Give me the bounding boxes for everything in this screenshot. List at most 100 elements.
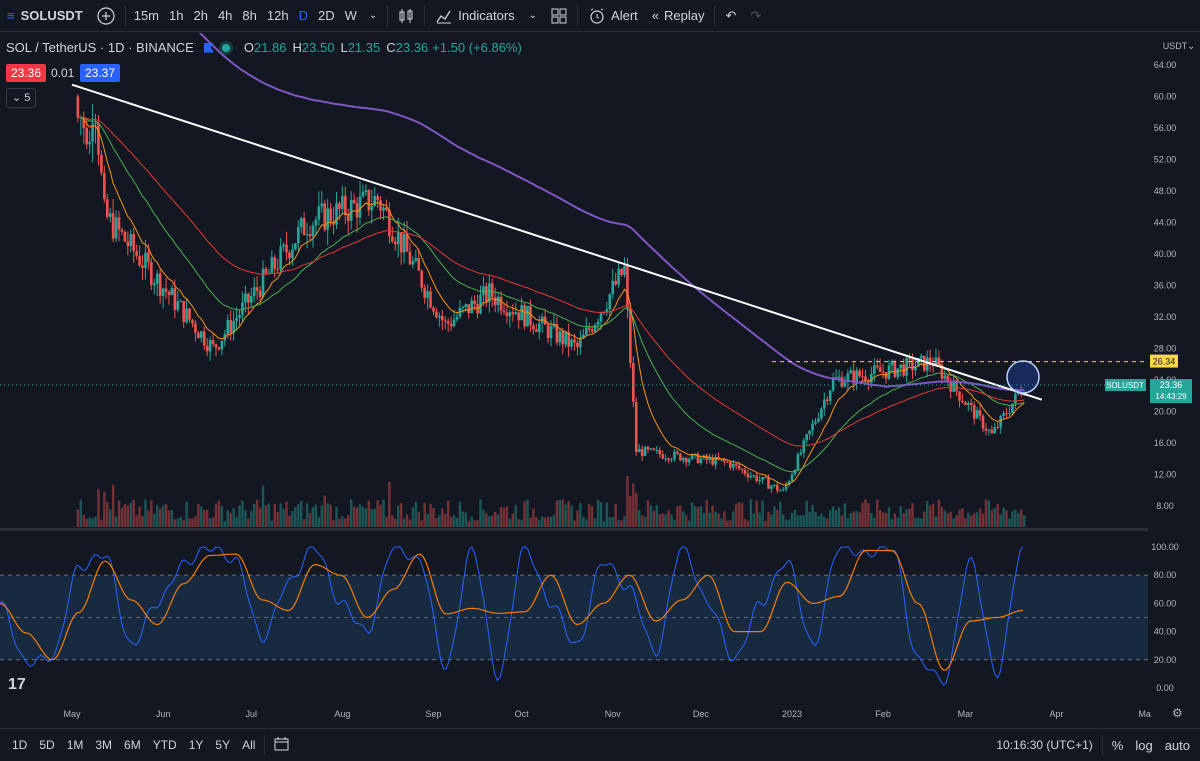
price-tick-label: 16.00 [1154,438,1177,448]
candle-body [605,309,609,312]
volume-bar [200,506,203,527]
stoch-tick-label: 0.00 [1156,683,1174,693]
candle-body [429,291,432,308]
volume-bar [555,500,559,527]
price-chart[interactable]: USDT ⌄64.0060.0056.0052.0048.0044.0040.00… [0,33,1200,728]
redo-button[interactable]: ↷ [743,0,768,32]
volume-bar [693,505,697,527]
sell-price-box[interactable]: 23.36 [6,64,47,82]
replay-button[interactable]: « Replay [645,0,712,32]
range-3m[interactable]: 3M [95,738,113,752]
candle-body [767,478,770,489]
volume-bar [964,518,967,527]
volume-bar [414,501,418,527]
log-toggle[interactable]: log [1135,737,1153,753]
tradingview-logo[interactable]: 17 [8,676,26,693]
candle-body [881,371,885,373]
volume-bar [837,507,841,527]
ema-long-line [198,33,1025,392]
interval-2d[interactable]: 2D [317,8,335,23]
candle-body [864,376,867,381]
volume-bar [729,520,732,527]
candle-body [972,404,976,419]
range-6m[interactable]: 6M [124,738,141,752]
candle-body [640,449,644,456]
clock-timezone[interactable]: 10:16:30 (UTC+1) [996,738,1093,752]
range-1m[interactable]: 1M [66,738,84,752]
volume-bar [255,499,259,527]
chart-area[interactable]: USDT ⌄ 64.00 60.00 56.00 52.00 48.00 44.00 40.00… [0,33,1200,728]
volume-bar [538,519,541,527]
volume-bar [987,500,991,527]
goto-date-button[interactable] [268,736,296,754]
candle-body [382,207,385,211]
volume-bar [967,512,970,527]
candle-body [728,462,732,468]
volume-bar [790,512,794,527]
volume-bar [399,503,403,527]
indicators-button[interactable]: Indicators ⌄ [428,0,544,32]
interval-1h[interactable]: 1h [169,8,184,23]
candle-body [731,463,735,468]
candle-body [173,288,177,310]
indicators-label: Indicators [458,8,515,23]
volume-bar [185,501,188,527]
volume-bar [549,516,553,527]
range-ytd[interactable]: YTD [152,738,177,752]
interval-8h[interactable]: 8h [242,8,257,23]
buy-price-box[interactable]: 23.37 [80,64,121,82]
candle-body [546,324,550,339]
candle-body [558,331,562,343]
interval-15m[interactable]: 15m [133,8,160,23]
volume-bar [514,505,517,527]
candle-body [1008,413,1011,415]
volume-bar [300,500,303,527]
volume-bar [793,509,797,527]
candle-body [852,370,856,384]
redo-icon: ↷ [750,7,762,23]
interval-d[interactable]: D [298,8,308,23]
interval-w[interactable]: W [344,8,357,23]
layouts-button[interactable] [544,0,574,32]
volume-bar [100,519,103,527]
interval-12h[interactable]: 12h [266,8,289,23]
indicators-collapse-button[interactable]: ⌄ 5 [6,88,37,108]
symbol-search[interactable]: ≡ SOLUSDT [0,0,90,32]
volume-bar [617,519,620,527]
chart-type-button[interactable] [391,0,421,32]
range-1d[interactable]: 1D [12,738,28,752]
alert-button[interactable]: Alert [581,0,645,32]
interval-4h[interactable]: 4h [217,8,233,23]
candle-body [443,320,447,322]
candle-body [643,446,647,456]
volume-bar [608,517,611,527]
volume-bar [767,511,770,527]
auto-toggle[interactable]: auto [1164,737,1190,753]
interval-dropdown[interactable]: ⌄ [362,0,384,32]
time-tick-label: Oct [515,709,530,719]
volume-bar [167,510,171,527]
volume-bar [1002,507,1005,527]
range-all[interactable]: All [242,738,256,752]
percent-toggle[interactable]: % [1111,737,1124,753]
volume-bar [646,500,650,527]
candle-body [867,380,870,383]
volume-bar [367,500,371,527]
compare-button[interactable] [90,0,122,32]
range-5y[interactable]: 5Y [215,738,231,752]
open-label: O [243,40,254,55]
undo-button[interactable]: ↶ [718,0,743,32]
rewind-icon: « [651,8,660,23]
candle-body [723,459,726,462]
volume-bar [602,520,606,527]
interval-2h[interactable]: 2h [193,8,208,23]
bottom-toolbar: 1D 5D 1M 3M 6M YTD 1Y 5Y All 10:16:30 (UTC+1) % … [0,728,1200,761]
volume-bar [173,519,177,527]
volume-bar [890,519,894,527]
volume-bar [347,515,350,527]
volume-bar [978,508,982,527]
range-1y[interactable]: 1Y [188,738,204,752]
volume-bar [937,499,941,527]
candle-body [958,391,961,401]
range-5d[interactable]: 5D [39,738,55,752]
